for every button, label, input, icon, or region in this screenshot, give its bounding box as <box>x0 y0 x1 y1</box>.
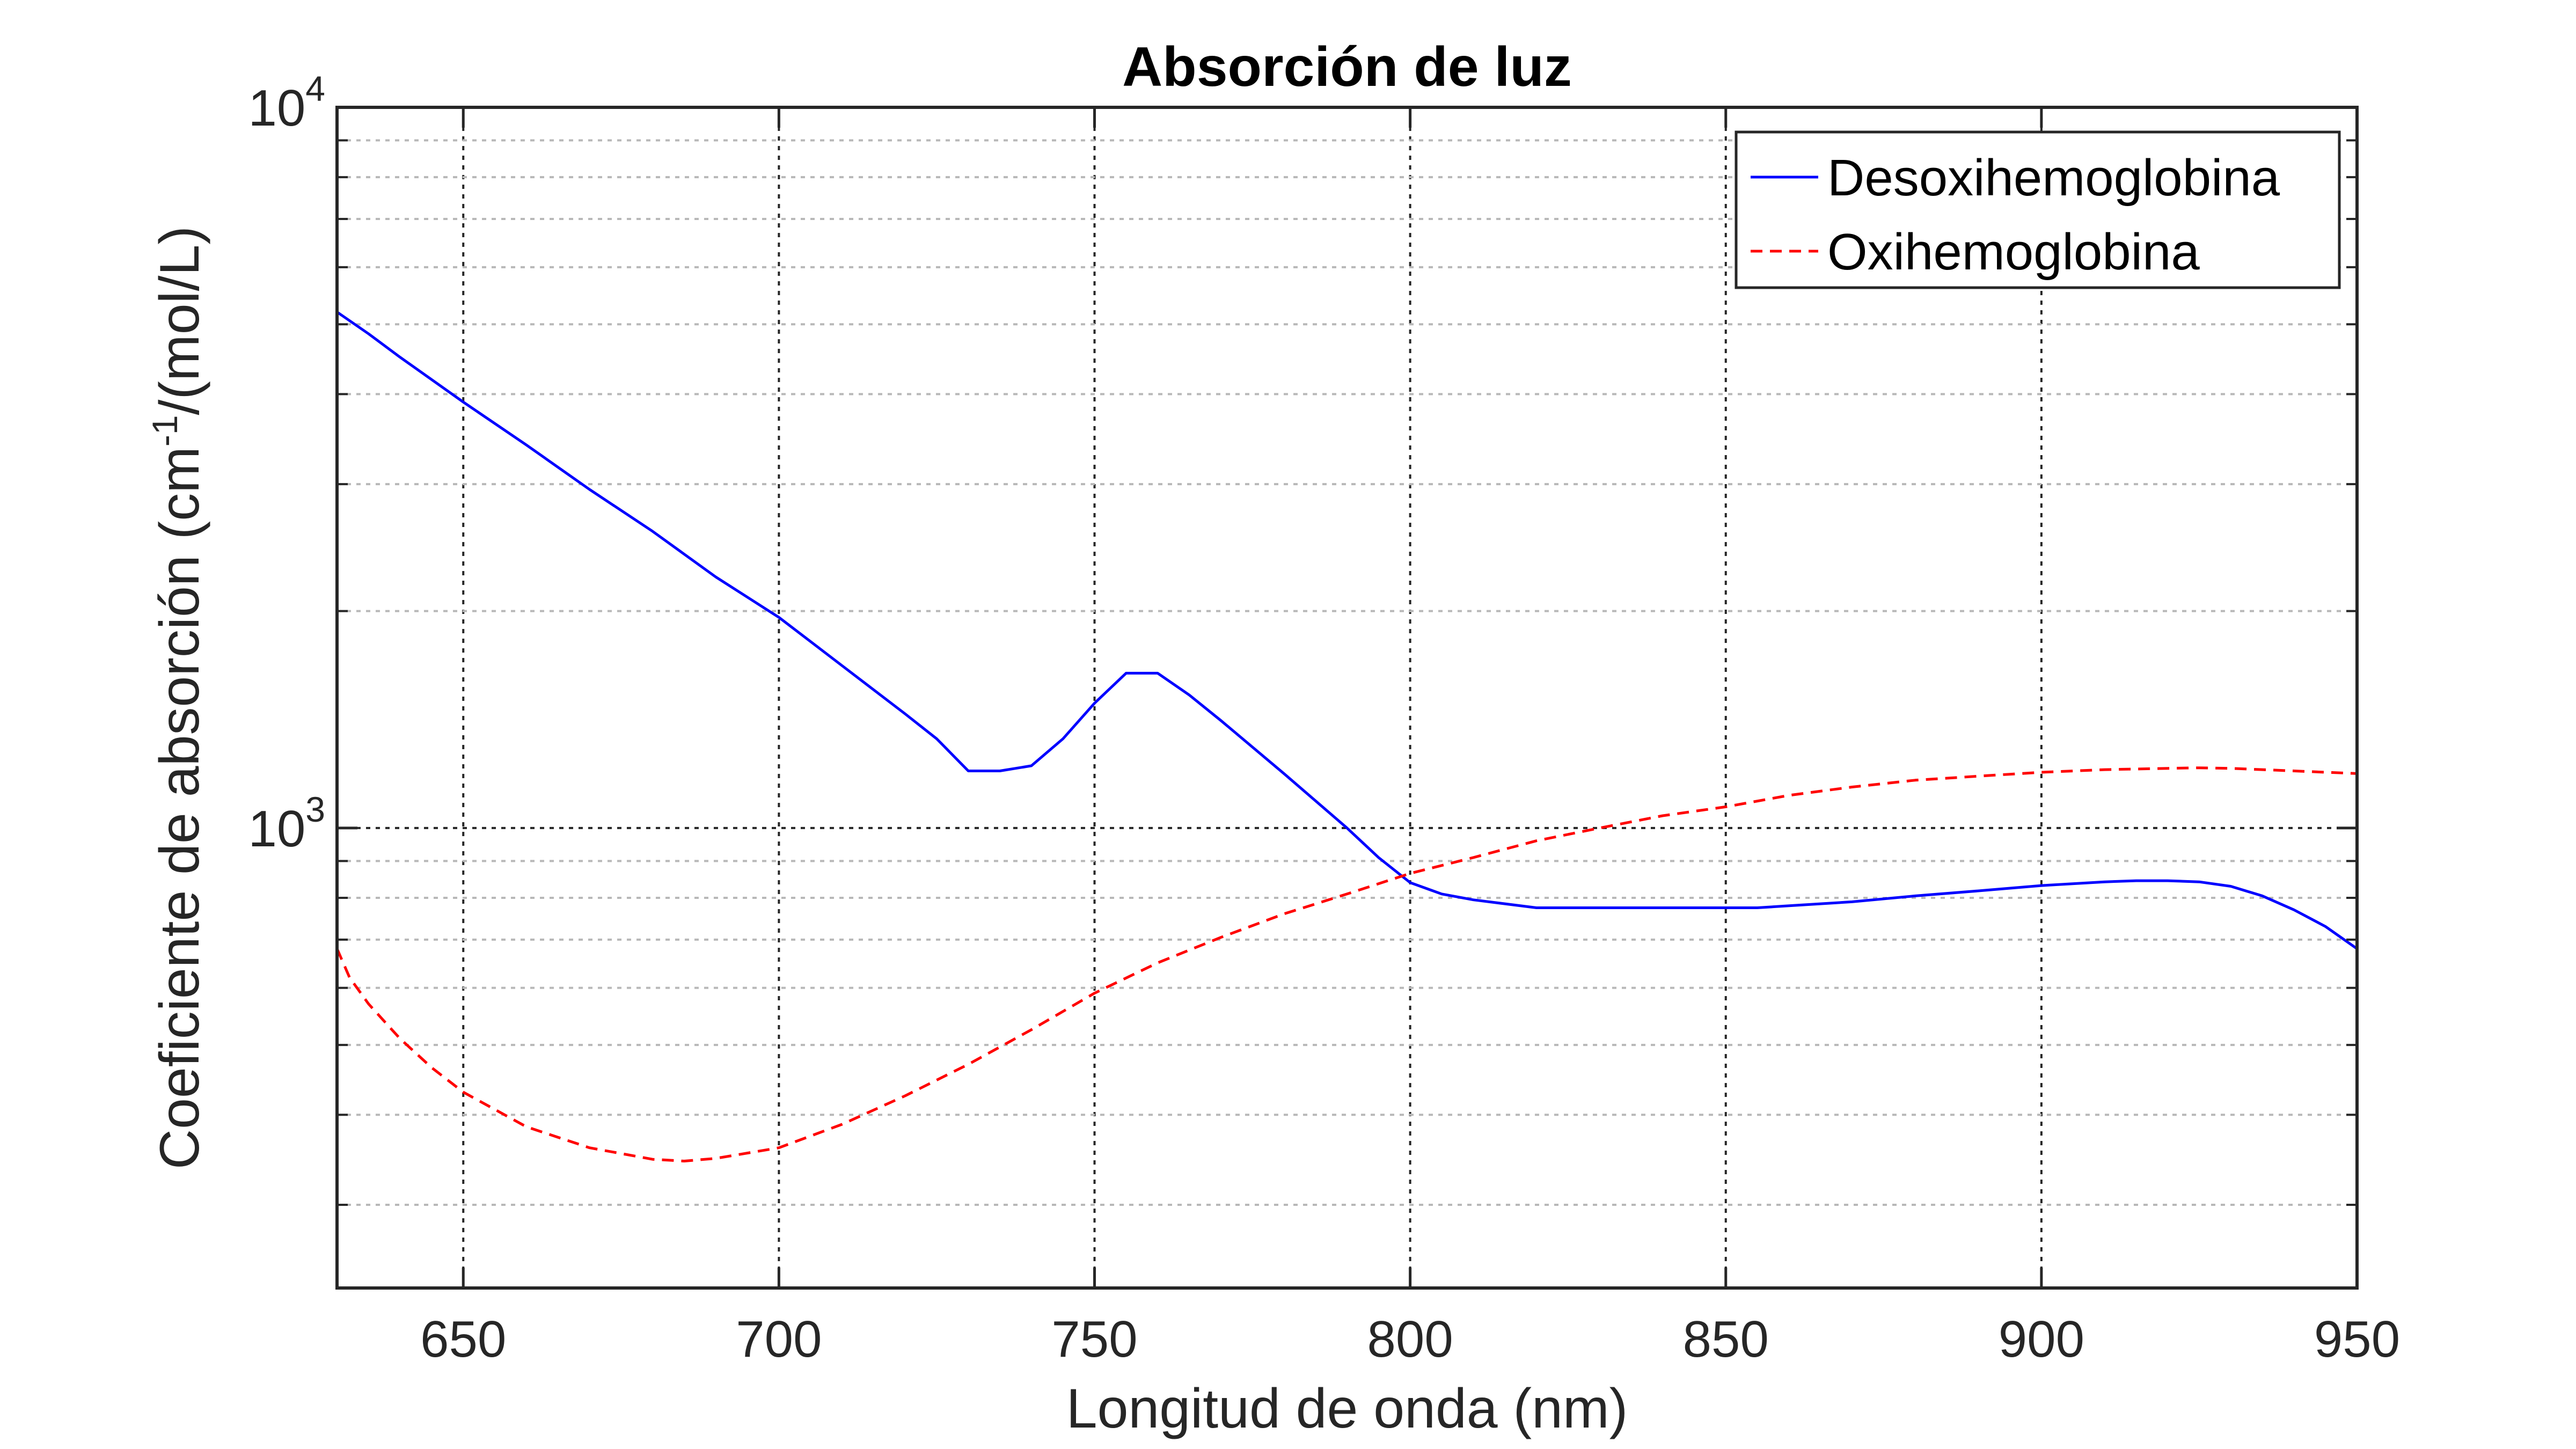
x-tick-label: 850 <box>1683 1311 1769 1368</box>
y-tick-label: 104 <box>248 69 326 137</box>
axes <box>335 106 2359 1290</box>
x-tick-label: 650 <box>420 1311 506 1368</box>
y-tick-label-base: 10 <box>248 79 306 137</box>
plot-frame <box>335 106 2359 1290</box>
y-axis-title-prefix: Coeficiente de absorción (cm <box>149 447 211 1169</box>
series-line-desoxihemoglobina <box>336 311 2358 950</box>
y-axis-title-sup: -1 <box>145 415 185 447</box>
plot-area <box>337 107 2357 1288</box>
y-axis-title-suffix: /(mol/L) <box>149 226 211 415</box>
y-tick-label: 103 <box>248 789 326 858</box>
ticks <box>337 106 2359 1288</box>
legend-label-oxihemoglobina: Oxihemoglobina <box>1827 223 2200 281</box>
x-axis-title: Longitud de onda (nm) <box>1066 1378 1628 1440</box>
legend-box <box>1735 130 2341 289</box>
x-tick-label: 900 <box>1999 1311 2084 1368</box>
x-tick-label: 800 <box>1367 1311 1453 1368</box>
x-tick-label: 750 <box>1051 1311 1137 1368</box>
x-tick-label: 950 <box>2314 1311 2400 1368</box>
legend-label-desoxihemoglobina: Desoxihemoglobina <box>1827 149 2280 207</box>
y-axis-title: Coeficiente de absorción (cm-1/(mol/L) <box>145 226 211 1169</box>
y-tick-label-base: 10 <box>248 800 306 858</box>
series-group <box>335 311 2358 1162</box>
x-tick-label: 700 <box>736 1311 822 1368</box>
x-tick-labels: 650 700 750 800 850 900 950 <box>420 1311 2400 1368</box>
y-tick-label-exponent: 4 <box>305 69 325 108</box>
series-line-oxihemoglobina <box>335 766 2358 1162</box>
y-tick-label-exponent: 3 <box>305 789 325 829</box>
legend: Desoxihemoglobina Oxihemoglobina <box>1735 130 2341 289</box>
chart-title: Absorción de luz <box>1122 36 1572 98</box>
